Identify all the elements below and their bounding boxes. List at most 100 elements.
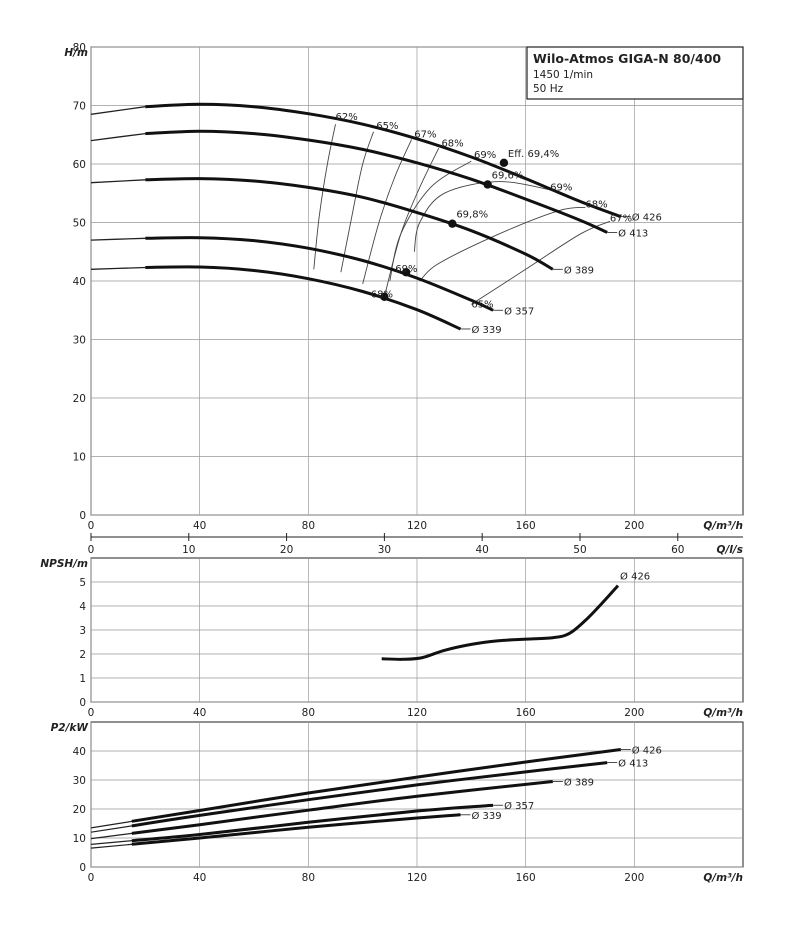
power-ytick: 0	[79, 862, 86, 874]
title-speed: 1450 1/min	[533, 69, 593, 81]
bep-point	[380, 292, 389, 301]
efficiency-label: 68%	[371, 289, 393, 300]
power-curve-label: Ø 426	[632, 745, 662, 757]
npsh-xtick: 0	[88, 707, 95, 719]
npsh-ytick: 0	[79, 697, 86, 709]
head-curve-label: Ø 357	[504, 305, 534, 317]
efficiency-isoline	[362, 139, 413, 285]
head-xtick: 0	[88, 520, 95, 532]
flow-ls-ticklabel: 0	[88, 544, 95, 556]
power-curve	[131, 803, 494, 843]
title-name: Wilo-Atmos GIGA-N 80/400	[533, 51, 721, 66]
head-ytick: 40	[73, 276, 86, 288]
title-frequency: 50 Hz	[533, 83, 564, 95]
head-curve-label: Ø 389	[564, 264, 594, 276]
bep-label: 69,6%	[492, 170, 524, 181]
npsh-curve-label: Ø 426	[620, 571, 650, 583]
npsh-xtick: 160	[516, 707, 536, 719]
efficiency-label: 69%	[395, 264, 417, 275]
npsh-ytick: 3	[79, 625, 86, 637]
flow-ls-ticklabel: 50	[573, 544, 586, 556]
power-xtick: 40	[193, 872, 206, 884]
grid-layer	[90, 46, 744, 868]
efficiency-contour	[419, 206, 586, 282]
npsh-ytick: 2	[79, 649, 86, 661]
efficiency-label: 67%	[610, 213, 632, 224]
head-curve-thin	[90, 237, 146, 241]
head-curve	[145, 129, 608, 234]
efficiency-isoline	[313, 124, 336, 270]
power-xtick: 120	[407, 872, 427, 884]
head-ytick: 50	[73, 218, 86, 230]
head-xtick: 80	[302, 520, 315, 532]
power-curve	[131, 780, 553, 835]
bep-point	[483, 180, 492, 189]
power-curve	[131, 761, 608, 828]
power-curve-label: Ø 413	[618, 758, 648, 770]
power-ytick: 30	[73, 775, 86, 787]
efficiency-label: 68%	[441, 138, 463, 149]
head-curve-thin	[90, 106, 146, 115]
head-curve	[145, 265, 462, 331]
flow-ls-ticklabel: 60	[671, 544, 684, 556]
head-curve	[145, 102, 622, 219]
head-xtick: 160	[516, 520, 536, 532]
head-ytick: 10	[73, 452, 86, 464]
power-ytick: 10	[73, 833, 86, 845]
efficiency-label: 69%	[550, 182, 572, 193]
efficiency-label: 68%	[585, 199, 607, 210]
power-curve	[131, 748, 621, 823]
head-xtick: 120	[407, 520, 427, 532]
efficiency-label: 65%	[471, 299, 493, 310]
bep-point	[499, 158, 509, 168]
power-ytick: 40	[73, 746, 86, 758]
flow-ls-label: Q/l/s	[717, 544, 743, 556]
npsh-xtick: 80	[302, 707, 315, 719]
head-xtick: 40	[193, 520, 206, 532]
head-ytick: 60	[73, 159, 86, 171]
head-curve-thin	[90, 132, 146, 142]
efficiency-isoline	[340, 131, 374, 273]
head-xtick: 200	[624, 520, 644, 532]
npsh-xtick: 200	[624, 707, 644, 719]
power-ylabel: P2/kW	[51, 722, 89, 734]
npsh-curve	[381, 584, 620, 661]
efficiency-label: 65%	[376, 121, 398, 132]
power-xtick: 0	[88, 872, 95, 884]
power-xlabel: Q/m³/h	[703, 872, 743, 884]
bep-label: 69,8%	[456, 210, 488, 221]
npsh-xlabel: Q/m³/h	[703, 707, 743, 719]
efficiency-label: 69%	[474, 150, 496, 161]
power-curve	[131, 813, 461, 846]
npsh-xtick: 40	[193, 707, 206, 719]
head-ytick: 30	[73, 335, 86, 347]
power-xtick: 160	[516, 872, 536, 884]
power-ytick: 20	[73, 804, 86, 816]
head-xlabel: Q/m³/h	[703, 520, 743, 532]
npsh-ylabel: NPSH/m	[40, 558, 88, 570]
bep-point	[448, 219, 457, 228]
bep-label: Eff. 69,4%	[508, 149, 559, 160]
title-box	[526, 46, 744, 100]
curves-layer	[90, 102, 631, 849]
head-curve	[145, 177, 554, 271]
flow-ls-ticklabel: 40	[475, 544, 488, 556]
head-curve	[145, 236, 494, 312]
head-ytick: 20	[73, 393, 86, 405]
power-curve-label: Ø 357	[504, 800, 534, 812]
power-curve-label: Ø 389	[564, 776, 594, 788]
head-ytick: 70	[73, 101, 86, 113]
flow-ls-ticklabel: 20	[280, 544, 293, 556]
npsh-ytick: 5	[79, 577, 86, 589]
efficiency-label: 67%	[414, 130, 436, 141]
text-layer: 0 40 80 120 160 20001020304050607080H/mQ/m³/h…	[40, 42, 743, 884]
efficiency-contour	[413, 181, 553, 252]
head-ylabel: H/m	[64, 47, 88, 59]
power-xtick: 200	[624, 872, 644, 884]
flow-ls-ticklabel: 10	[182, 544, 195, 556]
head-ytick: 80	[73, 42, 86, 54]
head-ytick: 0	[79, 510, 86, 522]
npsh-xtick: 120	[407, 707, 427, 719]
power-curve-label: Ø 339	[471, 810, 501, 822]
